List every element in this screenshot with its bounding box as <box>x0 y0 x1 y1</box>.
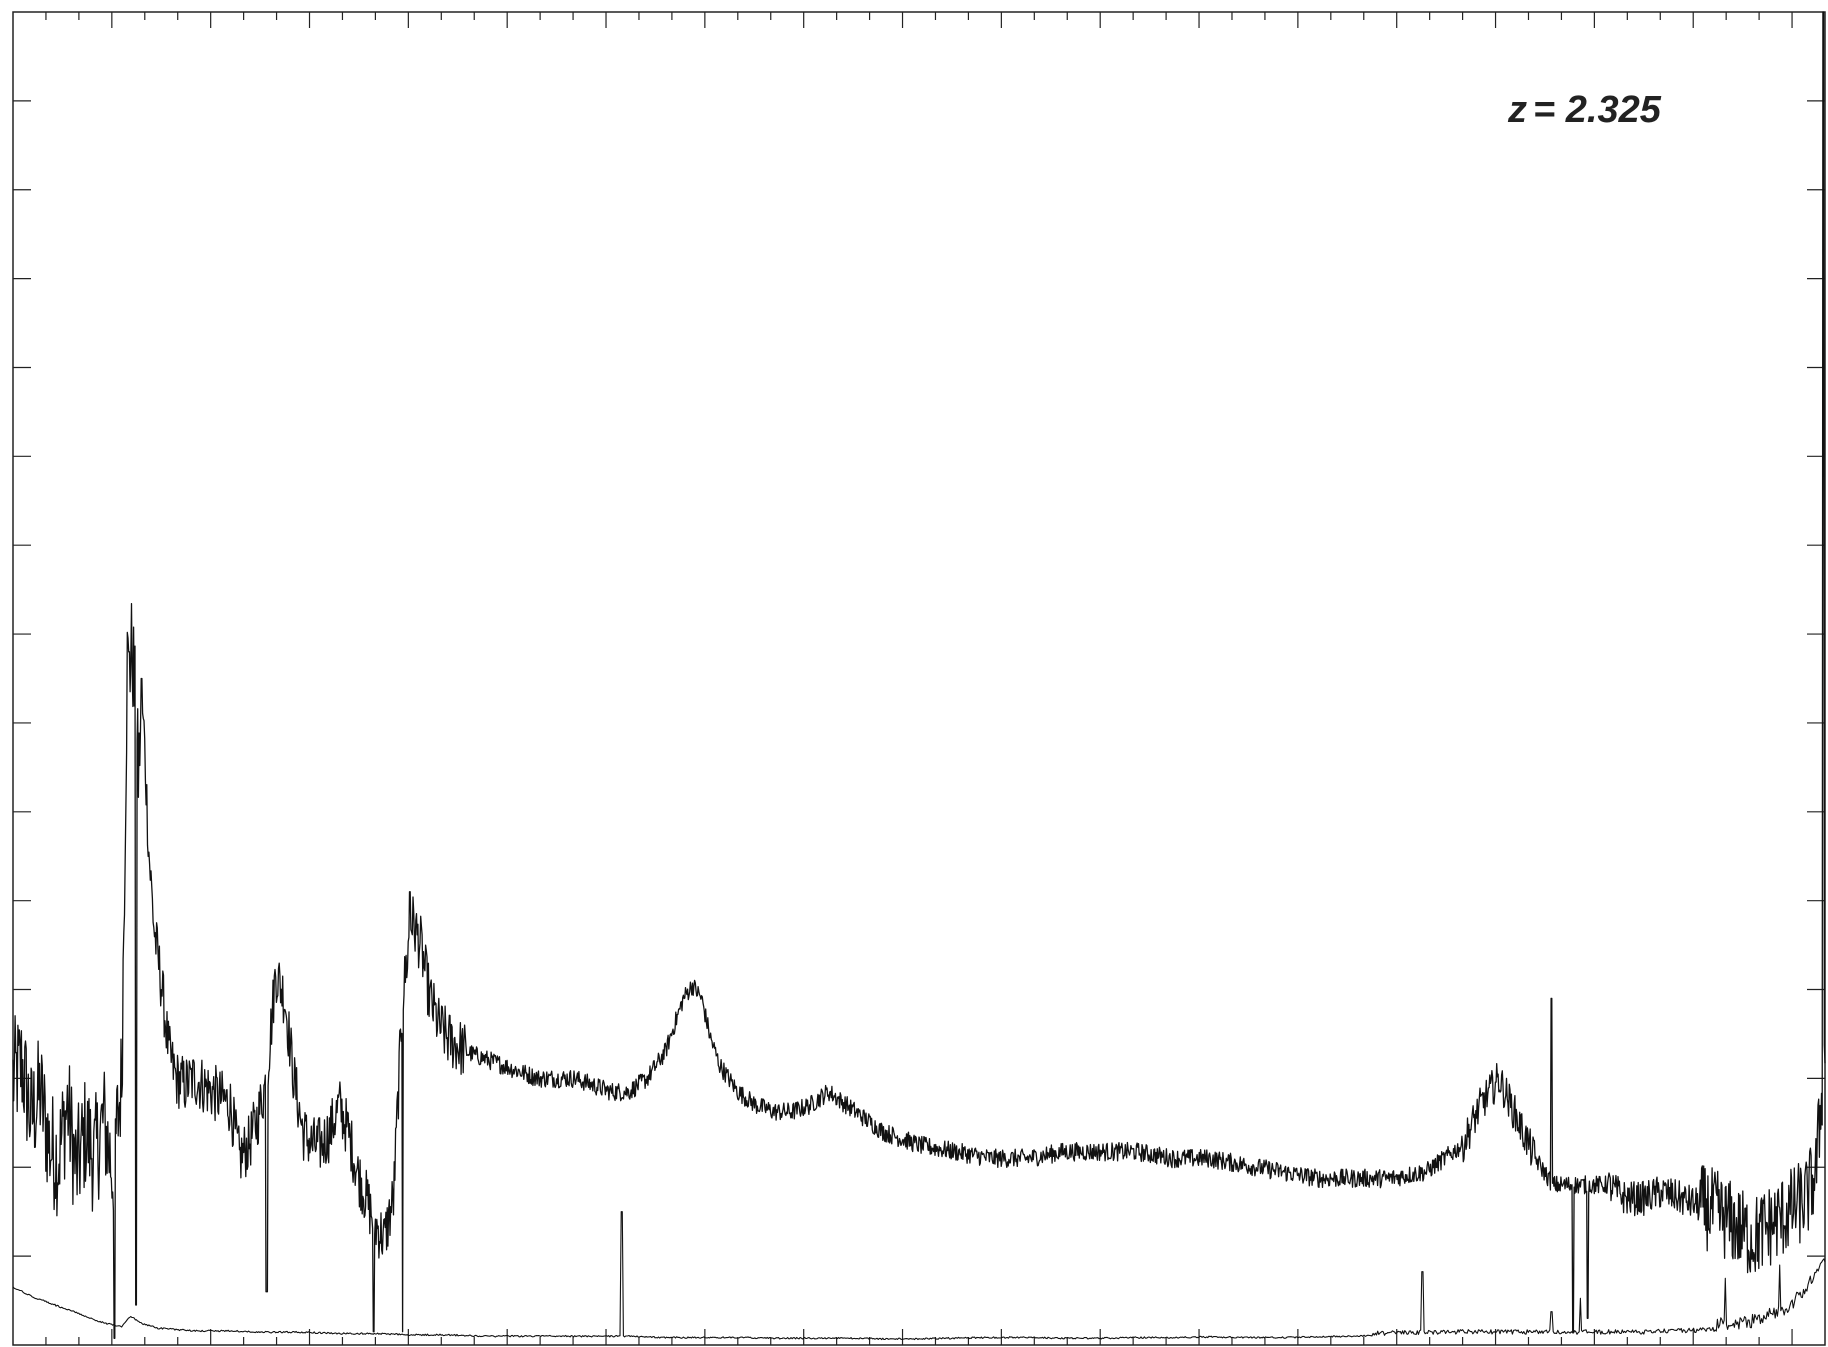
plot-frame <box>12 11 1826 1346</box>
error-spectrum-line <box>12 1211 1826 1341</box>
series-layer <box>12 11 1826 1341</box>
redshift-value: = 2.325 <box>1533 89 1662 131</box>
redshift-symbol: z <box>1507 89 1527 131</box>
axis-ticks <box>13 12 1825 1345</box>
flux-spectrum-line <box>12 11 1826 1339</box>
redshift-annotation: z = 2.325 <box>1507 89 1662 131</box>
